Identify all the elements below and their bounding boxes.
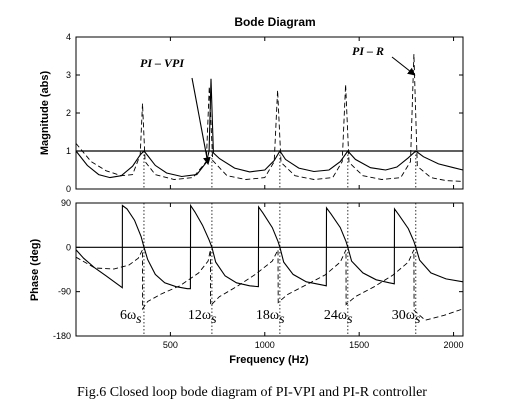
harmonic-label: 24ωs — [324, 308, 353, 327]
magnitude-y-tick-label: 0 — [66, 184, 71, 194]
phase-axis-label: Phase (deg) — [29, 238, 41, 301]
x-tick-label: 1000 — [255, 340, 275, 350]
harmonic-label-main: 12ω — [188, 308, 211, 323]
harmonic-label: 30ωs — [392, 308, 421, 327]
harmonic-labels: 6ωs 12ωs 18ωs 24ωs 30ωs — [120, 308, 421, 327]
magnitude-series-pi-vpi — [75, 78, 464, 179]
figure-caption: Fig.6 Closed loop bode diagram of PI-VPI… — [77, 385, 427, 400]
annotation-label: PI – R — [352, 44, 384, 58]
phase-y-tick-label: -90 — [58, 287, 71, 297]
magnitude-y-tick-label: 1 — [66, 146, 71, 156]
magnitude-annotations: PI – VPI PI – R — [140, 44, 416, 166]
magnitude-y-tick-label: 2 — [66, 108, 71, 118]
phase-series-pi-r — [75, 249, 464, 321]
phase-series-pi-vpi — [75, 203, 464, 290]
harmonic-label-subscript: s — [136, 312, 142, 327]
harmonic-label-subscript: s — [347, 312, 353, 327]
harmonic-label-main: 24ω — [324, 308, 347, 323]
chart-title: Bode Diagram — [234, 15, 315, 29]
magnitude-axis-label: Magnitude (abs) — [39, 71, 51, 156]
magnitude-series — [75, 54, 464, 182]
magnitude-harmonic-gridlines — [143, 151, 417, 189]
harmonic-label-main: 6ω — [120, 308, 136, 323]
magnitude-series-pi-r — [75, 54, 464, 182]
magnitude-y-ticks: 0 1 2 3 4 — [66, 32, 463, 194]
magnitude-panel: 0 1 2 3 4 Magnitude (abs) PI – VPI PI – R — [39, 32, 464, 194]
harmonic-label-main: 18ω — [256, 308, 279, 323]
harmonic-label-subscript: s — [415, 312, 421, 327]
magnitude-y-tick-label: 4 — [66, 32, 71, 42]
phase-y-tick-label: -180 — [53, 331, 71, 341]
magnitude-y-tick-label: 3 — [66, 70, 71, 80]
harmonic-label-main: 30ω — [392, 308, 415, 323]
x-tick-label: 2000 — [444, 340, 464, 350]
harmonic-label: 6ωs — [120, 308, 142, 327]
phase-series — [75, 203, 464, 321]
annotation-label: PI – VPI — [140, 56, 185, 70]
harmonic-label: 18ωs — [256, 308, 285, 327]
x-tick-label: 500 — [163, 340, 178, 350]
phase-harmonic-gridlines — [143, 203, 417, 336]
harmonic-label: 12ωs — [188, 308, 217, 327]
phase-y-tick-label: 0 — [66, 242, 71, 252]
harmonic-label-subscript: s — [211, 312, 217, 327]
magnitude-plot-frame — [75, 36, 464, 190]
phase-y-tick-label: 90 — [61, 198, 71, 208]
annotation-arrow — [191, 77, 211, 166]
phase-plot-frame — [75, 202, 464, 337]
x-tick-label: 1500 — [349, 340, 369, 350]
frequency-axis-label: Frequency (Hz) — [229, 354, 309, 366]
frequency-x-ticks: 500 1000 1500 2000 — [75, 37, 464, 350]
harmonic-label-subscript: s — [279, 312, 285, 327]
annotation-arrow — [391, 56, 416, 76]
